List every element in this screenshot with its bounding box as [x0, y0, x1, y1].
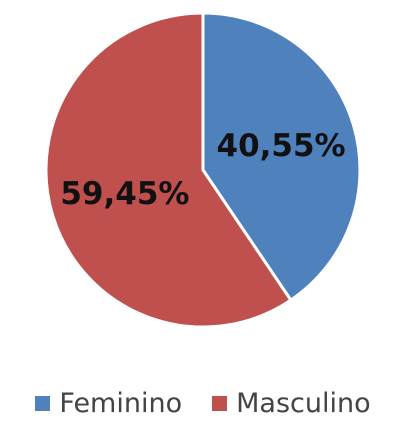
legend: Feminino Masculino	[0, 388, 406, 419]
legend-item-feminino: Feminino	[35, 388, 182, 419]
legend-label-masculino: Masculino	[236, 388, 371, 419]
pie-slice-feminino	[201, 11, 362, 303]
data-label-feminino: 40,55%	[217, 128, 346, 164]
pie-slice-masculino	[44, 11, 293, 329]
pie-data-labels: 40,55% 59,45%	[60, 128, 345, 212]
legend-swatch-feminino	[35, 396, 51, 411]
legend-item-masculino: Masculino	[212, 388, 371, 419]
data-label-masculino: 59,45%	[60, 176, 189, 212]
legend-swatch-masculino	[212, 396, 228, 411]
legend-label-feminino: Feminino	[59, 388, 183, 419]
pie-slices	[44, 11, 362, 329]
